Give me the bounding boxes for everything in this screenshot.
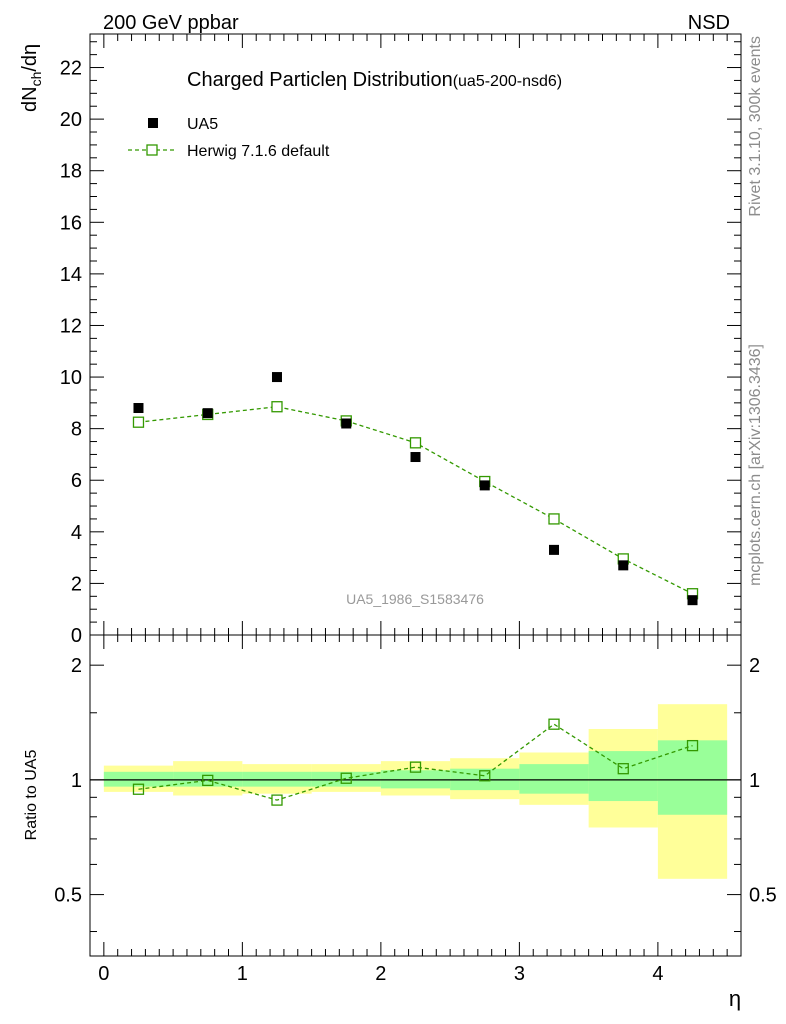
- x-axis-label: η: [729, 986, 741, 1011]
- mc-point: [271, 401, 283, 413]
- data-point: [549, 544, 560, 555]
- watermark: UA5_1986_S1583476: [346, 591, 484, 607]
- ratio-band-inner: [588, 751, 658, 802]
- y-label-tail: /dη: [19, 44, 41, 72]
- legend-marker-herwig: [146, 144, 158, 156]
- mc-point: [548, 513, 560, 525]
- ratio-y-tick-label-right: 1: [749, 770, 760, 792]
- main-y-label: dNch/dη: [19, 44, 44, 112]
- title-text: Charged Particle: [187, 69, 336, 91]
- x-tick-label: 3: [514, 963, 525, 985]
- main-y-tick-label: 22: [60, 58, 82, 80]
- ratio-mc-line: [138, 723, 693, 801]
- x-tick-label: 1: [237, 963, 248, 985]
- ratio-band-inner: [103, 771, 174, 787]
- x-tick-label: 0: [98, 963, 109, 985]
- legend-marker-ua5: [148, 118, 158, 128]
- main-y-tick-label: 2: [71, 573, 82, 595]
- main-plot-area: [132, 372, 699, 606]
- header-left: 200 GeV ppbar: [103, 12, 239, 34]
- ratio-mc-point: [479, 770, 491, 782]
- main-y-tick-label: 4: [71, 522, 82, 544]
- ratio-band-inner: [173, 771, 243, 787]
- ratio-y-tick-label: 2: [71, 655, 82, 677]
- title-symbol: η: [336, 69, 347, 91]
- title-suffix: Distribution: [347, 69, 453, 91]
- mc-line: [138, 406, 693, 595]
- x-tick-label: 4: [652, 963, 663, 985]
- ratio-mc-point: [202, 774, 214, 787]
- y-label-sub: ch: [28, 72, 44, 87]
- data-point: [341, 418, 352, 429]
- ratio-mc-point: [132, 783, 145, 795]
- main-title: Charged Particleη Distribution(ua5-200-n…: [187, 69, 562, 91]
- y-label-main: dN: [19, 86, 41, 112]
- main-panel: 0 2 4 6 8 10 12 14 16 18 20 22 Charged Particleη Di…: [19, 33, 742, 647]
- legend-label-ua5: UA5: [187, 116, 218, 133]
- title-ref: (ua5-200-nsd6): [453, 73, 562, 90]
- mc-point: [132, 416, 145, 428]
- main-y-tick-label: 6: [71, 470, 82, 492]
- main-y-tick-label: 10: [60, 367, 82, 389]
- ratio-mc-point: [548, 718, 560, 730]
- ratio-y-tick-label-right: 0.5: [749, 885, 777, 907]
- rivet-label: Rivet 3.1.10, 300k events: [747, 36, 764, 217]
- legend: UA5 Herwig 7.1.6 default: [128, 116, 330, 160]
- data-point: [133, 403, 144, 414]
- ratio-y-axis: 0.5 0.5 1 1 2 2: [54, 655, 777, 933]
- data-point: [479, 480, 490, 491]
- main-y-tick-label: 0: [71, 625, 82, 647]
- data-point: [687, 595, 698, 606]
- x-tick-label: 2: [375, 963, 386, 985]
- header-right: NSD: [688, 12, 730, 34]
- ratio-band-inner: [519, 764, 589, 794]
- ratio-band-inner: [242, 771, 312, 787]
- data-point: [618, 560, 629, 571]
- ratio-mc-point: [686, 739, 699, 752]
- ratio-mc-point: [340, 772, 352, 784]
- ratio-mc-point: [271, 794, 283, 806]
- ratio-mc-point: [409, 761, 422, 773]
- mc-point: [409, 437, 422, 449]
- main-y-tick-label: 12: [60, 315, 82, 337]
- x-axis: 0 1 2 3 4: [98, 34, 728, 985]
- ratio-mc-point: [617, 763, 629, 775]
- ratio-band-inner: [657, 740, 728, 815]
- ratio-y-tick-label: 1: [71, 770, 82, 792]
- ratio-y-label: Ratio to UA5: [23, 750, 40, 841]
- main-y-axis: 0 2 4 6 8 10 12 14 16 18 20 22: [60, 41, 741, 647]
- main-y-tick-label: 20: [60, 109, 82, 131]
- ratio-plot-area: [90, 704, 741, 879]
- ratio-y-tick-label-right: 2: [749, 655, 760, 677]
- main-y-tick-label: 8: [71, 419, 82, 441]
- main-y-tick-label: 14: [60, 264, 82, 286]
- ratio-frame: [89, 634, 742, 957]
- data-point: [271, 372, 282, 383]
- main-y-tick-label: 18: [60, 161, 82, 183]
- main-y-tick-label: 16: [60, 212, 82, 234]
- ratio-y-tick-label: 0.5: [54, 885, 82, 907]
- mcplots-label: mcplots.cern.ch [arXiv:1306.3436]: [747, 344, 764, 586]
- data-point: [202, 408, 213, 419]
- legend-label-herwig: Herwig 7.1.6 default: [187, 143, 330, 160]
- data-point: [410, 452, 421, 463]
